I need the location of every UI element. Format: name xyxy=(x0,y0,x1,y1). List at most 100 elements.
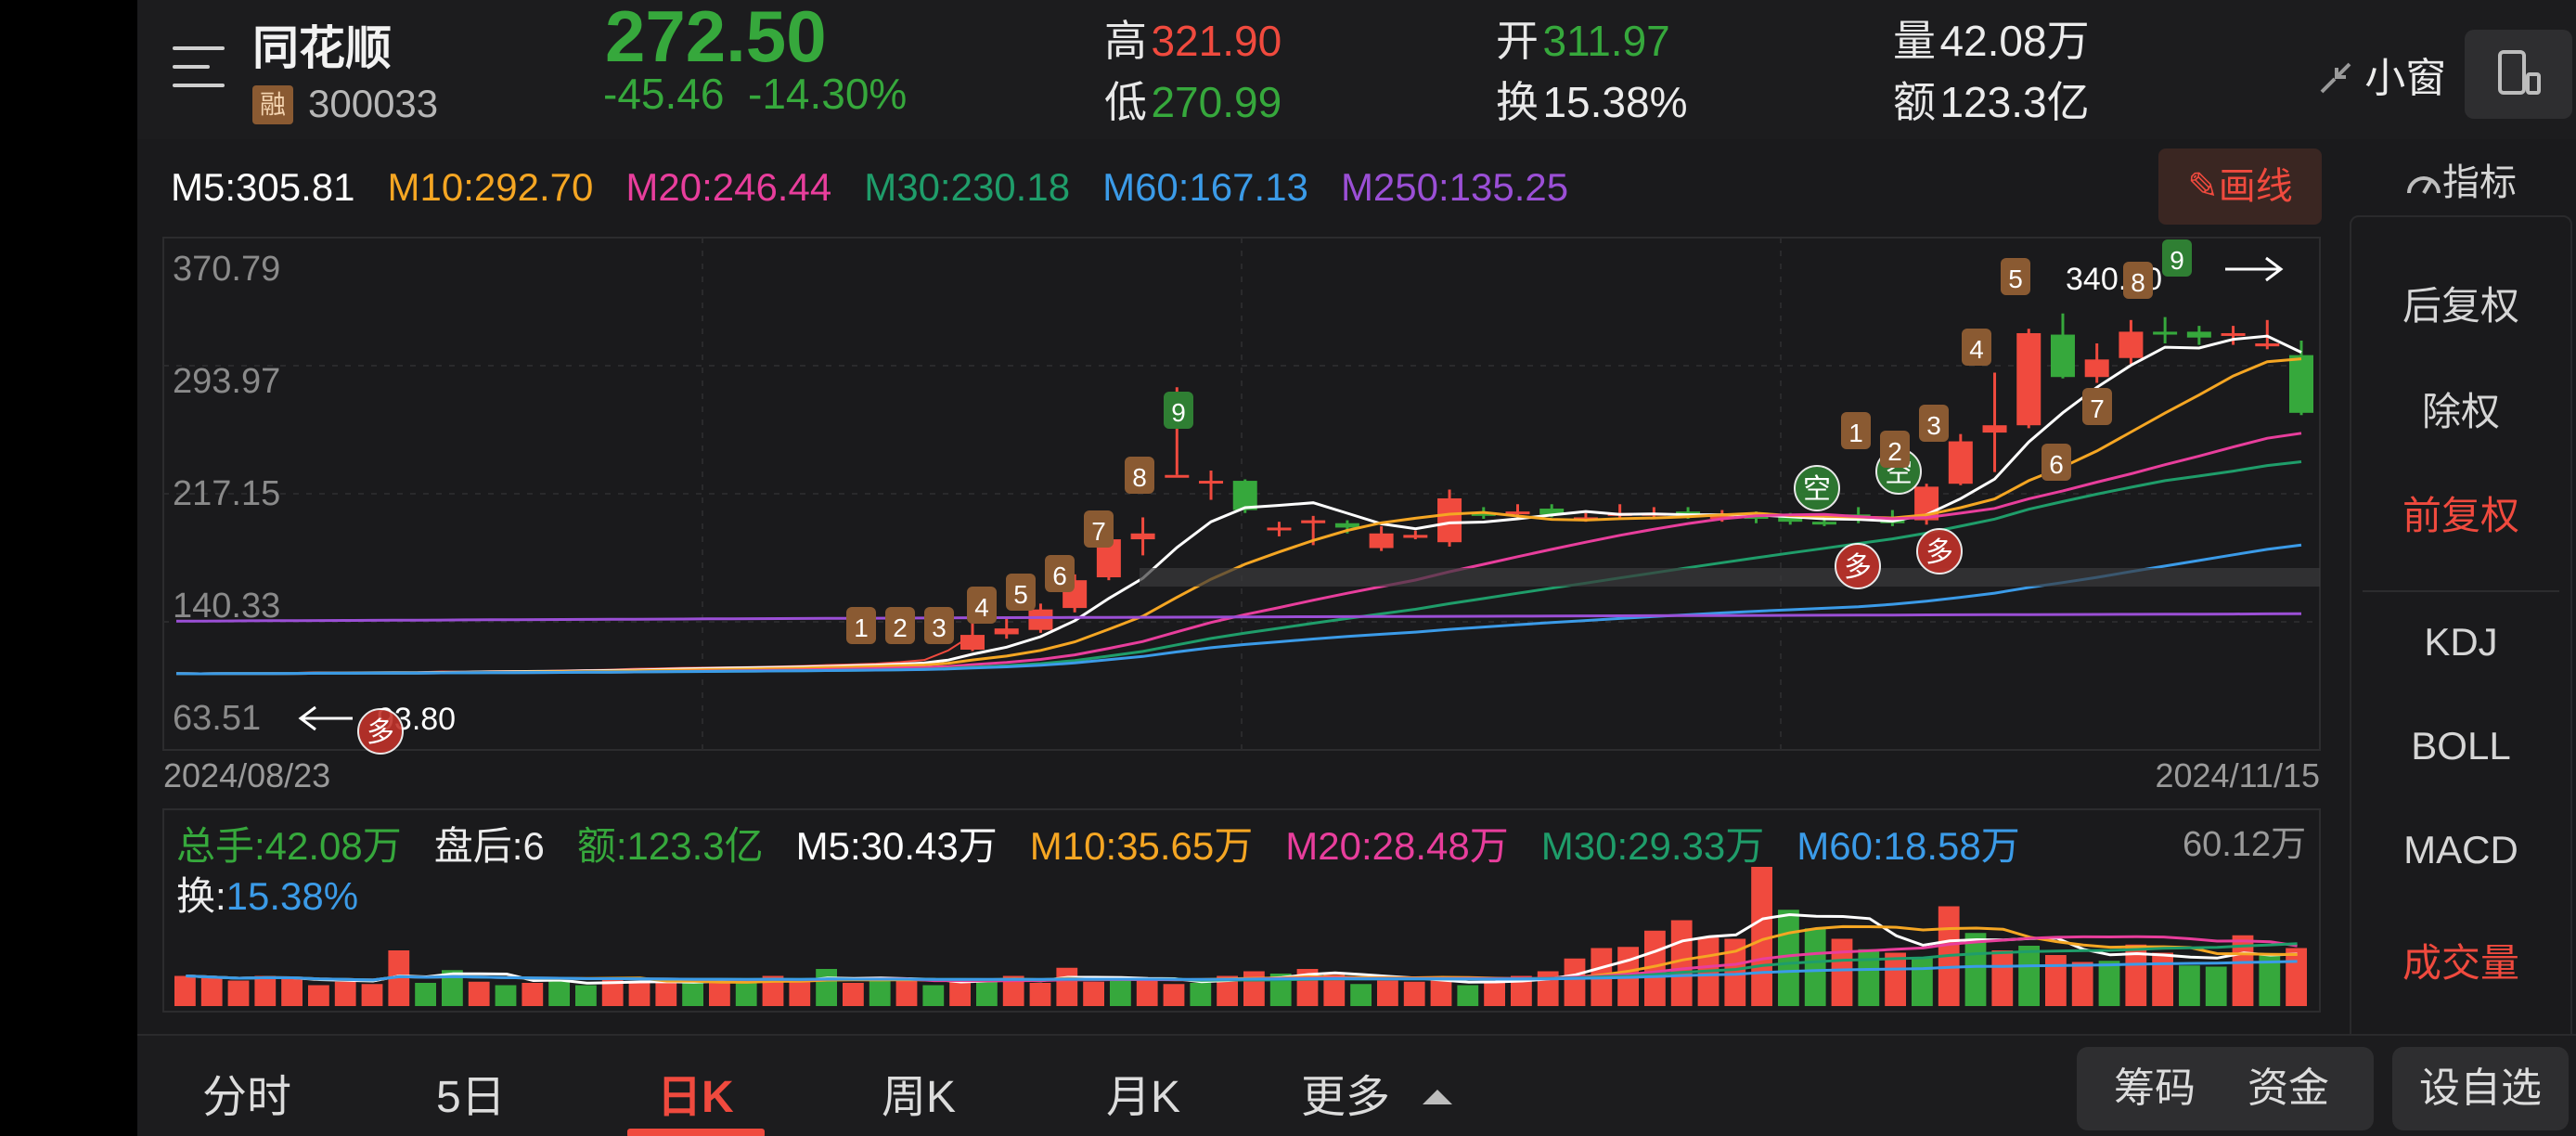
td-count-badge xyxy=(1084,510,1114,548)
td-count-label: 8 xyxy=(1132,463,1147,492)
candle-body xyxy=(1267,527,1292,531)
td-count-badge xyxy=(846,607,876,644)
volume-bar xyxy=(174,975,196,1006)
kline-chart[interactable]: 370.79 293.97 217.15 140.33 63.51 2024/08/23 2… xyxy=(137,0,2346,1034)
sidebar-item-post-adjust[interactable]: 后复权 xyxy=(2402,284,2519,328)
candle-body xyxy=(1232,481,1257,510)
volume-bar xyxy=(1537,971,1559,1006)
volume-bar xyxy=(869,980,891,1006)
tab-more[interactable]: 更多 xyxy=(1301,1060,1456,1125)
td-count-label: 4 xyxy=(1969,335,1984,364)
device-switch-button[interactable] xyxy=(2465,30,2572,119)
sidebar-item-kdj[interactable]: KDJ xyxy=(2424,620,2498,664)
stock-app: 同花顺 融 300033 272.50 -45.46 -14.30% 高 321… xyxy=(137,0,2576,1136)
after-hours: 盘后:6 xyxy=(433,824,545,868)
date-start-label: 2024/08/23 xyxy=(163,756,330,794)
volume-bar xyxy=(1217,975,1238,1006)
volume-bar xyxy=(601,979,624,1006)
volume-bar xyxy=(2098,961,2120,1006)
volume-bar xyxy=(442,970,463,1006)
volume-bar xyxy=(762,975,784,1006)
ma10-value: M10:292.70 xyxy=(387,165,594,209)
ma60-value: M60:167.13 xyxy=(1102,165,1308,209)
tab-5day[interactable]: 5日 xyxy=(436,1073,506,1122)
price-change: -45.46 -14.30% xyxy=(603,69,907,119)
buy-tag-badge xyxy=(357,708,404,755)
volume-bar xyxy=(1724,938,1746,1006)
y-tick-label: 63.51 xyxy=(173,699,261,738)
vol-m10: M10:35.65万 xyxy=(1029,824,1254,868)
volume-turnover: 换:15.38% xyxy=(176,865,358,922)
draw-line-button[interactable]: ✎画线 xyxy=(2158,148,2322,225)
gauge-icon xyxy=(2407,176,2441,194)
stock-code: 300033 xyxy=(308,82,439,125)
caret-up-icon xyxy=(1423,1090,1453,1104)
volume-bar xyxy=(1377,980,1398,1006)
volume-bar xyxy=(281,978,303,1006)
sidebar-item-macd[interactable]: MACD xyxy=(2403,828,2518,871)
volume-bar xyxy=(468,981,490,1006)
volume-bar xyxy=(816,969,837,1006)
ma250-value: M250:135.25 xyxy=(1340,165,1569,209)
volume-bar xyxy=(254,975,277,1006)
candle-body xyxy=(994,628,1019,635)
candle-body xyxy=(1811,522,1836,525)
tab-daily-k[interactable]: 日K xyxy=(657,1073,734,1122)
funds-button[interactable]: 资金 xyxy=(2248,1065,2329,1111)
volume-bar xyxy=(1912,957,1933,1006)
volume-bar xyxy=(1991,950,2014,1006)
volume-quote: 量 42.08万 xyxy=(1893,7,2090,69)
volume-bar xyxy=(1002,975,1024,1006)
current-price: 272.50 xyxy=(605,0,827,77)
volume-bar xyxy=(575,985,597,1006)
td-count-badge xyxy=(1962,329,1991,366)
candle-body xyxy=(2221,332,2246,336)
menu-icon[interactable] xyxy=(173,46,225,89)
volume-bar xyxy=(548,980,570,1006)
td-count-label: 9 xyxy=(1171,398,1186,427)
amount-label: 额 xyxy=(1893,78,1936,126)
volume-bar xyxy=(1110,979,1131,1006)
td-count-badge xyxy=(2041,444,2071,481)
chips-button[interactable]: 筹码 xyxy=(2114,1065,2196,1111)
low-marker-arrow xyxy=(298,705,353,731)
tab-intraday[interactable]: 分时 xyxy=(202,1073,292,1122)
amount-value: 123.3亿 xyxy=(1939,78,2090,126)
td-count-badge xyxy=(2123,262,2153,299)
td-count-label: 2 xyxy=(893,613,908,642)
volume-bar xyxy=(2071,962,2093,1006)
volume-bar xyxy=(1056,967,1078,1006)
mini-window-button[interactable]: 小窗 xyxy=(2318,45,2446,104)
volume-bar xyxy=(415,983,436,1006)
volume-label: 量 xyxy=(1893,17,1936,65)
sidebar-item-boll[interactable]: BOLL xyxy=(2411,724,2511,768)
tab-monthly-k[interactable]: 月K xyxy=(1106,1073,1181,1122)
sidebar-item-pre-adjust[interactable]: 前复权 xyxy=(2402,494,2519,537)
volume-bar xyxy=(2179,965,2200,1006)
volume-amount: 额:123.3亿 xyxy=(576,824,764,868)
sell-tag-text: 空 xyxy=(1803,473,1831,506)
indicator-sidebar: 指标 后复权 除权 前复权 KDJ BOLL MACD 成交量 xyxy=(2346,139,2576,1106)
volume-bar xyxy=(789,981,811,1006)
buy-tag-text: 多 xyxy=(1926,536,1953,569)
volume-bar xyxy=(976,978,998,1006)
support-band xyxy=(1140,568,2320,587)
open-label: 开 xyxy=(1496,17,1539,65)
add-watchlist-button[interactable]: 设自选 xyxy=(2392,1047,2569,1130)
tab-weekly-k[interactable]: 周K xyxy=(882,1073,957,1122)
active-tab-indicator xyxy=(627,1129,765,1136)
td-count-badge xyxy=(1045,555,1075,592)
sidebar-item-ex-rights[interactable]: 除权 xyxy=(2421,390,2500,433)
volume-bar xyxy=(709,980,730,1006)
candle-body xyxy=(1505,511,1530,515)
td-count-badge xyxy=(2082,388,2112,425)
ma60-line xyxy=(175,543,2302,676)
volume-bar xyxy=(1484,983,1505,1006)
volume-bar xyxy=(1269,974,1292,1006)
margin-badge: 融 xyxy=(252,85,293,124)
candle-body xyxy=(1471,512,1496,516)
sidebar-item-volume[interactable]: 成交量 xyxy=(2402,941,2519,985)
indicator-header[interactable]: 指标 xyxy=(2346,152,2576,206)
volume-value: 42.08万 xyxy=(1939,17,2090,65)
td-count-label: 6 xyxy=(1052,562,1067,590)
